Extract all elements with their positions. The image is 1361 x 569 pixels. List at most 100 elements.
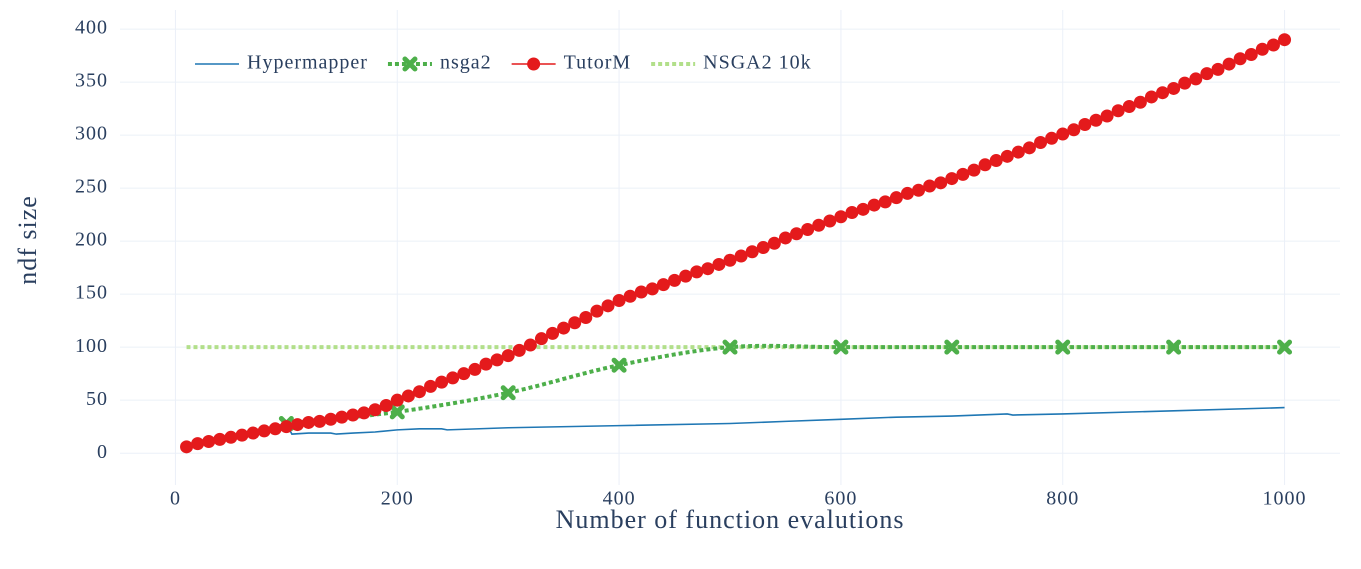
- data-point: [956, 167, 970, 181]
- y-tick-label: 0: [97, 441, 108, 463]
- data-point: [1011, 145, 1025, 159]
- x-tick-label: 400: [603, 488, 636, 510]
- data-point: [1144, 90, 1158, 104]
- data-point: [612, 294, 626, 308]
- data-point: [302, 415, 316, 429]
- data-point: [745, 245, 759, 259]
- y-tick-label: 250: [75, 176, 108, 198]
- data-point: [568, 316, 582, 330]
- data-point: [889, 191, 903, 205]
- data-point: [1233, 52, 1247, 66]
- data-point: [701, 262, 715, 276]
- data-point: [834, 210, 848, 224]
- data-point: [579, 310, 593, 324]
- data-point: [944, 339, 960, 355]
- data-point: [1111, 104, 1125, 118]
- legend-label: Hypermapper: [247, 52, 368, 74]
- series-line: [286, 343, 1285, 426]
- data-point: [878, 195, 892, 209]
- x-tick-label: 600: [824, 488, 857, 510]
- data-point: [945, 172, 959, 186]
- data-point: [512, 343, 526, 357]
- legend: Hypermapper nsga2 TutorM NSGA2 10k: [195, 52, 811, 74]
- data-point: [368, 403, 382, 417]
- y-axis-label: ndf size: [13, 195, 42, 285]
- series-line: [186, 406, 1285, 448]
- data-point: [812, 218, 826, 232]
- data-point: [224, 430, 238, 444]
- data-point: [856, 202, 870, 216]
- data-point: [424, 379, 438, 393]
- data-point: [967, 163, 981, 177]
- y-tick-label: 200: [75, 229, 108, 251]
- data-point: [723, 253, 737, 267]
- data-point: [867, 198, 881, 212]
- data-point: [500, 385, 516, 401]
- data-point: [534, 332, 548, 346]
- data-point: [1200, 67, 1214, 81]
- data-point: [712, 257, 726, 271]
- data-point: [978, 158, 992, 172]
- data-point: [1255, 42, 1269, 56]
- data-point: [557, 321, 571, 335]
- data-point: [1277, 339, 1293, 355]
- data-point: [1189, 72, 1203, 86]
- data-point: [213, 432, 227, 446]
- data-point: [656, 278, 670, 292]
- data-point: [611, 357, 627, 373]
- data-point: [501, 349, 515, 363]
- data-point: [1222, 57, 1236, 71]
- y-tick-label: 50: [86, 388, 108, 410]
- data-point: [401, 389, 415, 403]
- data-point: [335, 410, 349, 424]
- data-point: [1167, 81, 1181, 95]
- data-point: [268, 422, 282, 436]
- data-point: [1034, 136, 1048, 150]
- data-point: [623, 289, 637, 303]
- data-point: [357, 406, 371, 420]
- x-tick-label: 1000: [1263, 488, 1307, 510]
- data-point: [1211, 62, 1225, 76]
- data-point: [590, 304, 604, 318]
- y-tick-label: 350: [75, 70, 108, 92]
- data-point: [246, 426, 260, 440]
- data-point: [734, 249, 748, 263]
- data-point: [1000, 149, 1014, 163]
- data-point: [1089, 113, 1103, 127]
- data-point: [690, 265, 704, 279]
- data-point: [457, 367, 471, 381]
- data-point: [912, 183, 926, 197]
- x-tick-label: 0: [170, 488, 181, 510]
- data-point: [490, 353, 504, 367]
- data-point: [468, 362, 482, 376]
- data-point: [1156, 86, 1170, 100]
- data-point: [379, 398, 393, 412]
- data-point: [634, 285, 648, 299]
- y-tick-label: 150: [75, 282, 108, 304]
- data-point: [546, 326, 560, 340]
- x-tick-label: 200: [381, 488, 414, 510]
- data-point: [1178, 76, 1192, 90]
- data-point: [1100, 109, 1114, 123]
- data-point: [202, 435, 216, 449]
- data-point: [756, 241, 770, 254]
- data-point: [1166, 339, 1182, 355]
- data-point: [790, 227, 804, 241]
- data-point: [801, 222, 815, 236]
- data-point: [235, 428, 249, 442]
- legend-label: NSGA2 10k: [703, 52, 811, 74]
- data-point: [435, 375, 449, 389]
- data-point: [313, 414, 327, 428]
- legend-marker: [402, 56, 418, 72]
- data-point: [989, 154, 1003, 168]
- data-point: [1056, 127, 1070, 141]
- data-point: [1244, 48, 1258, 62]
- data-point: [679, 269, 693, 283]
- data-point: [845, 206, 859, 220]
- data-point: [257, 424, 271, 438]
- data-point: [722, 339, 738, 355]
- data-point: [390, 393, 404, 407]
- data-point: [823, 214, 837, 228]
- data-point: [180, 440, 194, 454]
